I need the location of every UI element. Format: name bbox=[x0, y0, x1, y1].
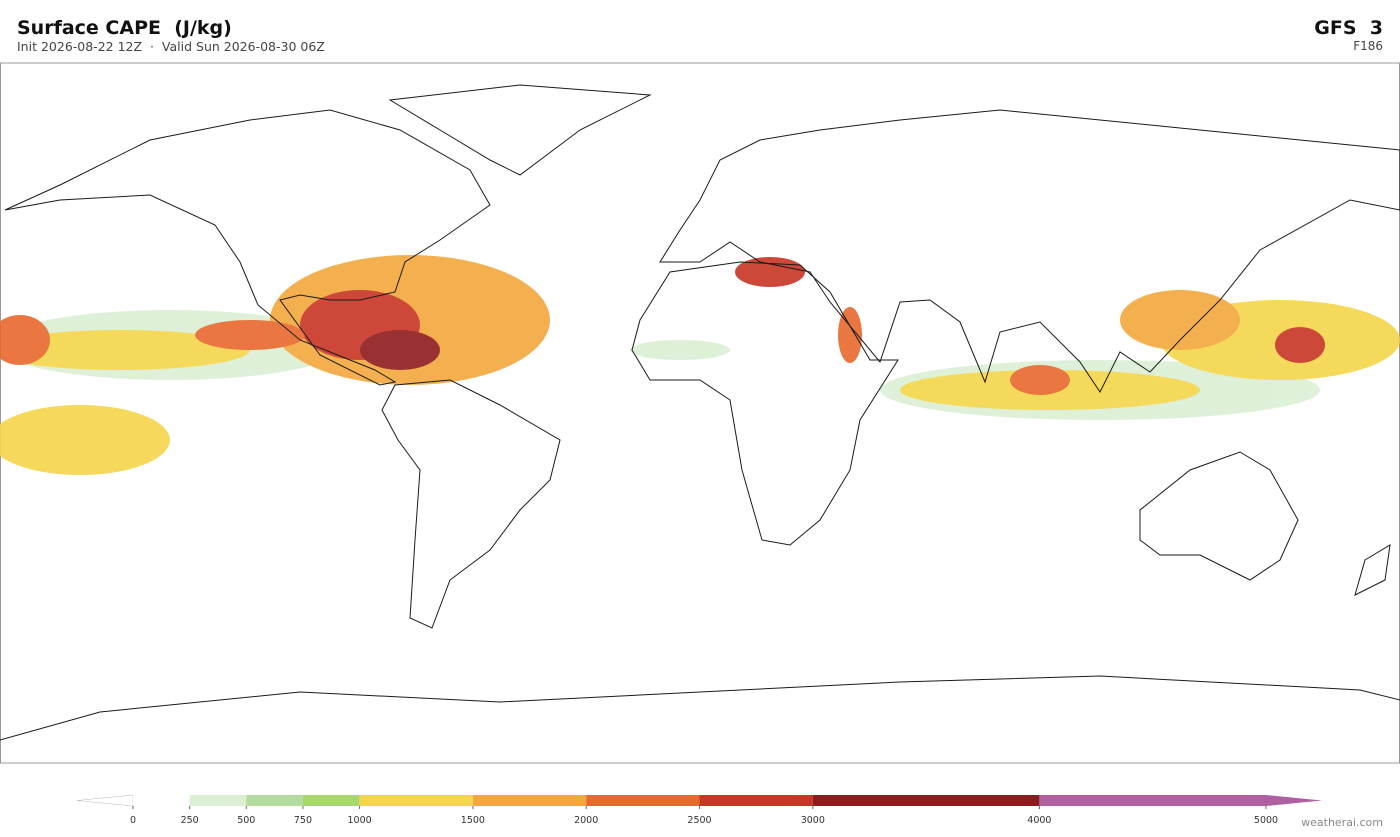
colorbar-tick-label: 4000 bbox=[1027, 815, 1051, 826]
colorbar-tick-label: 3000 bbox=[801, 815, 825, 826]
colorbar-segment bbox=[246, 795, 303, 806]
colorbar-under bbox=[76, 794, 134, 807]
cape-field bbox=[0, 255, 1400, 475]
colorbar-segment bbox=[189, 795, 247, 806]
colorbar-tick-label: 5000 bbox=[1254, 815, 1278, 826]
colorbar: 0 250 500 750 1000 1500 2000 2500 3000 4000 5000 bbox=[76, 794, 1322, 826]
colorbar-tick-label: 500 bbox=[237, 815, 255, 826]
colorbar-segment bbox=[133, 795, 190, 806]
map bbox=[0, 62, 1400, 764]
colorbar-tick-label: 1500 bbox=[461, 815, 485, 826]
colorbar-tick-label: 0 bbox=[130, 815, 136, 826]
title: Surface CAPE (J/kg) bbox=[17, 17, 232, 39]
colorbar-tick-label: 1000 bbox=[348, 815, 372, 826]
colorbar-segment bbox=[359, 795, 473, 806]
colorbar-segment bbox=[812, 795, 1040, 806]
colorbar-tick-label: 250 bbox=[181, 815, 199, 826]
coastlines bbox=[0, 84, 1400, 741]
colorbar-segment bbox=[472, 795, 587, 806]
colorbar-segment bbox=[586, 795, 700, 806]
model: GFS 3 bbox=[1314, 17, 1383, 39]
colorbar-tick-label: 750 bbox=[294, 815, 312, 826]
colorbar-segment bbox=[1039, 795, 1266, 806]
colorbar-over bbox=[1266, 795, 1322, 806]
forecast-hour: F186 bbox=[1353, 39, 1383, 53]
colorbar-tick-label: 2000 bbox=[574, 815, 598, 826]
colorbar-tick-label: 2500 bbox=[687, 815, 711, 826]
credit: weatherai.com bbox=[1301, 816, 1383, 829]
subtitle: Init 2026-08-22 12Z · Valid Sun 2026-08-… bbox=[17, 39, 325, 54]
colorbar-segment bbox=[699, 795, 813, 806]
colorbar-segment bbox=[302, 795, 360, 806]
